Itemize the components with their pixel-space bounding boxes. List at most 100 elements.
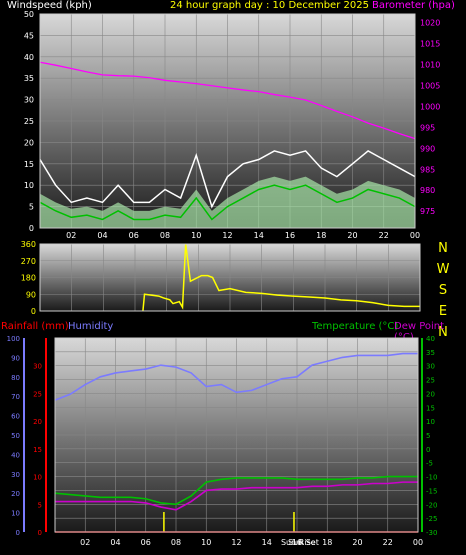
windspeed-label: Windspeed (kph) (7, 0, 92, 11)
compass-w: W (436, 262, 450, 277)
temp-x-tick-label: 22 (383, 538, 393, 547)
wind-x-tick-label: 20 (347, 231, 357, 240)
temp-x-tick-label: 06 (141, 538, 151, 547)
wind-x-tick-label: 06 (129, 231, 139, 240)
humidity-tick-label: 40 (11, 451, 20, 459)
rain-tick-label: 15 (33, 446, 42, 454)
temperature-label: Temperature (°C) (312, 321, 399, 332)
rainfall-label: Rainfall (mm) (1, 321, 69, 332)
windspeed-tick-label: 25 (24, 117, 34, 126)
temp-x-tick-label: 14 (262, 538, 272, 547)
wind-x-tick-label: 22 (379, 231, 389, 240)
temperature-tick-label: 25 (426, 377, 435, 385)
windspeed-tick-label: 45 (24, 31, 34, 40)
wind-x-tick-label: 04 (97, 231, 107, 240)
windspeed-tick-label: 35 (24, 74, 34, 83)
temperature-tick-label: 30 (426, 363, 435, 371)
temp-x-tick-label: 10 (201, 538, 211, 547)
temperature-tick-label: -15 (426, 487, 437, 495)
windspeed-tick-label: 5 (29, 203, 34, 212)
rain-tick-label: 25 (33, 390, 42, 398)
barometer-tick-label: 1015 (420, 39, 440, 48)
temperature-tick-label: -10 (426, 474, 437, 482)
barometer-tick-label: 975 (420, 207, 435, 216)
rain-tick-label: 30 (33, 363, 42, 371)
windspeed-plot-border (39, 13, 416, 229)
humidity-tick-label: 70 (11, 393, 20, 401)
rain-tick-label: 20 (33, 418, 42, 426)
direction-tick-label: 90 (26, 290, 36, 299)
temp-x-tick-label: 02 (80, 538, 90, 547)
barometer-tick-label: 980 (420, 186, 435, 195)
temperature-tick-label: 40 (426, 335, 435, 343)
barometer-tick-label: 1005 (420, 81, 440, 90)
wind-gust-line (39, 150, 416, 209)
direction-tick-label: 0 (31, 307, 36, 316)
wind-average-fill (40, 176, 415, 228)
temperature-tick-label: 35 (426, 349, 435, 357)
temperature-line (54, 475, 418, 506)
barometer-label: Barometer (hpa) (372, 0, 455, 11)
direction-tick-label: 270 (21, 257, 36, 266)
rain-tick-label: 5 (38, 501, 42, 509)
windspeed-tick-label: 40 (24, 53, 34, 62)
temp-x-tick-label: 04 (110, 538, 120, 547)
wind-x-tick-label: 18 (316, 231, 326, 240)
temperature-tick-label: 10 (426, 418, 435, 426)
temp-x-tick-label: 12 (231, 538, 241, 547)
temperature-tick-label: -5 (426, 460, 433, 468)
wind-direction-line (142, 243, 420, 312)
temperature-plot-border (54, 337, 419, 533)
humidity-tick-label: 0 (16, 529, 20, 537)
barometer-tick-label: 990 (420, 144, 435, 153)
direction-tick-label: 360 (21, 240, 36, 249)
barometer-tick-label: 985 (420, 165, 435, 174)
humidity-label: Humidity (68, 321, 114, 332)
temp-x-tick-label: 20 (352, 538, 362, 547)
windspeed-tick-label: 50 (24, 10, 34, 19)
humidity-tick-label: 50 (11, 432, 20, 440)
compass-labels: N W S E N (433, 238, 453, 343)
wind-x-tick-label: 14 (254, 231, 264, 240)
wind-x-tick-label: 16 (285, 231, 295, 240)
barometer-tick-label: 1010 (420, 60, 440, 69)
humidity-line (54, 352, 418, 401)
temp-x-tick-label: 16 (292, 538, 302, 547)
wind-average-line (39, 184, 416, 221)
direction-plot-border (39, 243, 421, 312)
humidity-tick-label: 10 (11, 510, 20, 518)
wind-x-tick-label: 12 (222, 231, 232, 240)
compass-n-top: N (438, 241, 448, 256)
humidity-tick-label: 60 (11, 413, 20, 421)
rain-tick-label: 10 (33, 474, 42, 482)
dewpoint-line (55, 481, 418, 511)
temperature-tick-label: 5 (426, 432, 430, 440)
wind-x-tick-label: 02 (66, 231, 76, 240)
temperature-tick-label: 0 (426, 446, 430, 454)
humidity-tick-label: 80 (11, 374, 20, 382)
temperature-tick-label: -20 (426, 501, 437, 509)
temperature-tick-label: 15 (426, 404, 435, 412)
compass-n-bottom: N (438, 325, 448, 340)
wind-x-tick-label: 08 (160, 231, 170, 240)
windspeed-tick-label: 10 (24, 181, 34, 190)
compass-e: E (438, 304, 448, 319)
temperature-tick-label: -30 (426, 529, 437, 537)
temp-x-tick-label: 18 (322, 538, 332, 547)
barometer-line (39, 61, 416, 140)
rain-tick-label: 0 (38, 529, 42, 537)
barometer-tick-label: 1020 (420, 18, 440, 27)
barometer-tick-label: 995 (420, 123, 435, 132)
temperature-tick-label: -25 (426, 515, 437, 523)
windspeed-tick-label: 30 (24, 96, 34, 105)
windspeed-tick-label: 20 (24, 138, 34, 147)
wind-x-tick-label: 10 (191, 231, 201, 240)
sunrise-label: Sun Rise (281, 538, 316, 547)
humidity-tick-label: 20 (11, 490, 20, 498)
temp-x-tick-label: 00 (413, 538, 423, 547)
temp-x-tick-label: 08 (171, 538, 181, 547)
graph-title: 24 hour graph day : 10 December 2025 (170, 0, 369, 11)
compass-s: S (438, 283, 448, 298)
